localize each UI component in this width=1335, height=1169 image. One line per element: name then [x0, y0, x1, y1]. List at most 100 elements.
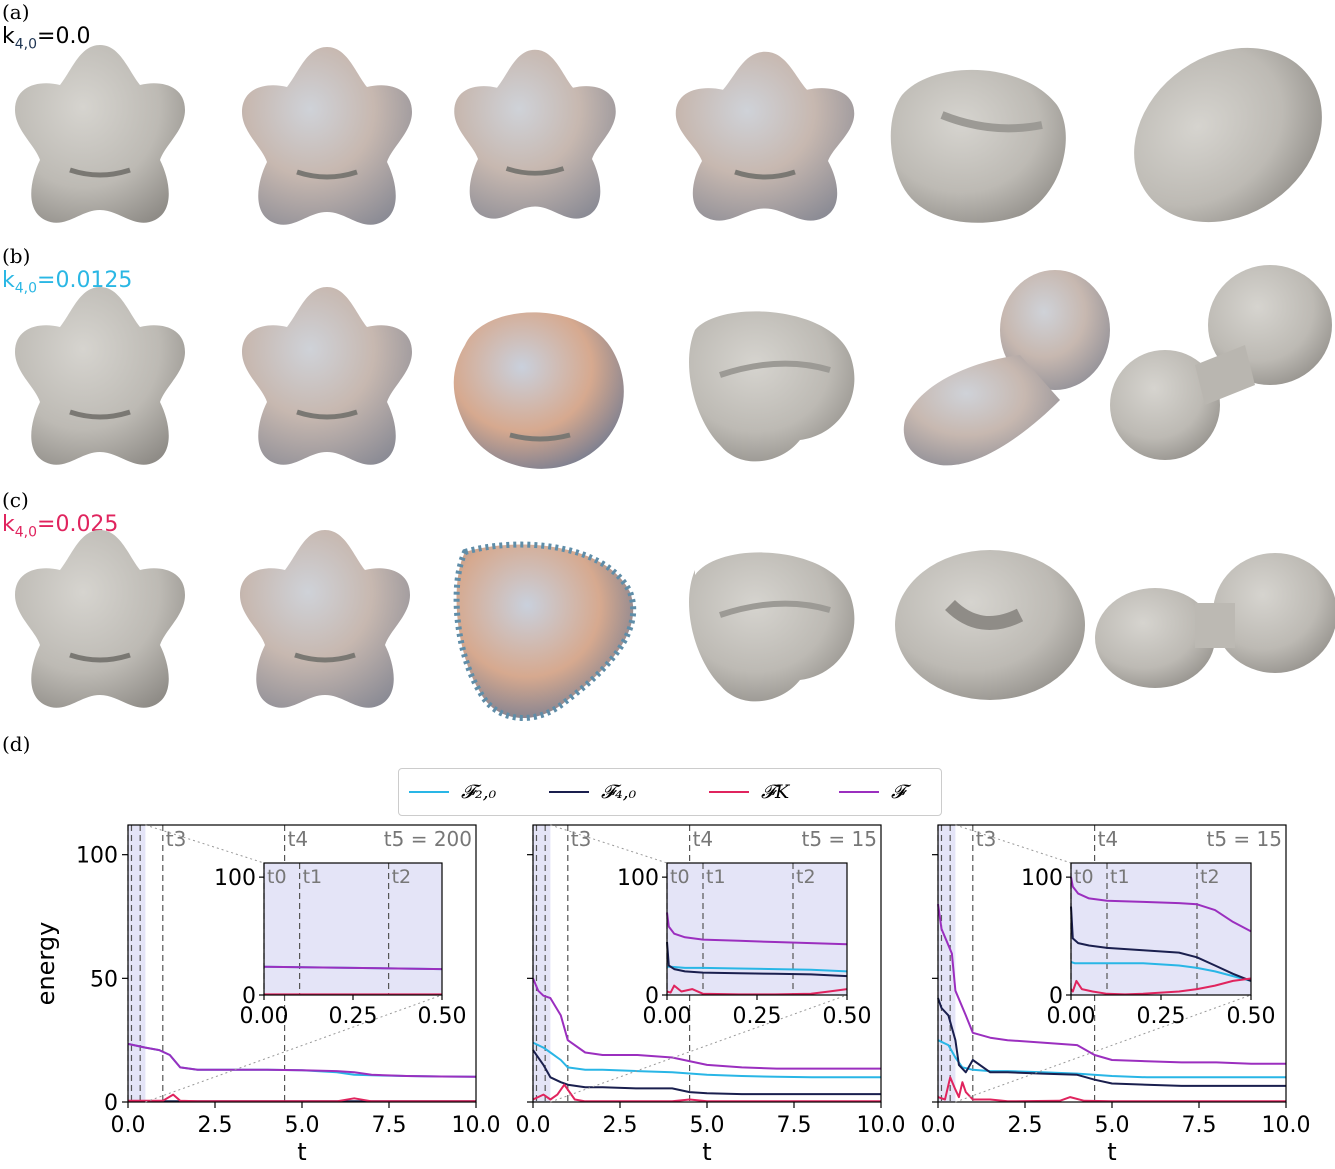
plot1-inset-marker-label-0: t0: [267, 866, 287, 888]
plot1-series-F2,0: [127, 1042, 477, 1078]
plot2-inset-marker-label-0: t0: [670, 866, 690, 888]
legend-item-f: 𝓕: [839, 769, 905, 815]
plot3-inset-ytick-label-0: 0: [1049, 984, 1063, 1009]
plot1-ytick-label-1: 50: [90, 967, 118, 992]
plot3-inset-series-F4,0: [1070, 906, 1252, 982]
plot3-inset-connector-bottom: [955, 994, 1252, 1103]
plot3-xtick-label-1: 2.5: [1008, 1113, 1043, 1138]
plot2-series-F: [532, 977, 881, 1070]
plot3-marker-label-2: t5 = 15: [1207, 827, 1283, 851]
plot1-inset-connector-top: [145, 824, 265, 864]
plot2-zoom-region: [533, 825, 551, 1102]
legend-label-f40: 𝓕₄,₀: [601, 781, 637, 803]
plot2-series-F4,0: [532, 1049, 881, 1096]
plot3-inset-xtick-label-2: 0.50: [1227, 1004, 1276, 1029]
legend-item-f20: 𝓕₂,₀: [409, 769, 496, 815]
shape-b5: [903, 270, 1110, 466]
plot1-inset-series-F: [263, 965, 443, 971]
plot1-xlabel: t: [297, 1138, 306, 1166]
plot3-marker-label-0: t3: [976, 827, 997, 851]
plot2-inset-series-F: [666, 912, 848, 946]
plot1-inset-xtick-label-0: 0.00: [240, 1004, 289, 1029]
plot2-inset-marker-label-1: t1: [706, 866, 726, 888]
energy-plot-2: t3 t4 t5 = 15 0.0 2.5 5.0 7.5 10.0 t t0 t1 t2 0.00 0.…: [516, 824, 905, 1166]
plot2-inset-series-F2,0: [667, 965, 848, 973]
plot2-xtick-label-2: 5.0: [690, 1113, 725, 1138]
plot2-inset-xtick-label-0: 0.00: [643, 1004, 692, 1029]
shape-a1: [15, 45, 185, 223]
shape-a6: [1134, 47, 1322, 223]
plot3-inset-marker-label-2: t2: [1200, 866, 1220, 888]
legend-label-fk: 𝓕K: [761, 781, 790, 803]
plot2-inset-xtick-label-1: 0.25: [733, 1004, 782, 1029]
plot2-inset-connector-bottom: [550, 994, 848, 1103]
panel-a-k-label: k4,0=0.0: [2, 24, 91, 53]
plot2-inset-marker-label-2: t2: [796, 866, 816, 888]
chart-legend: 𝓕₂,₀ 𝓕₄,₀ 𝓕K 𝓕: [398, 768, 942, 816]
plot3-inset-series-F: [1070, 876, 1252, 933]
plot1-ylabel: energy: [32, 922, 60, 1006]
shape-a4: [675, 51, 855, 221]
plot1-inset-xtick-label-2: 0.50: [418, 1004, 467, 1029]
legend-swatch-f: [839, 791, 879, 793]
plot2-xlabel: t: [702, 1138, 711, 1166]
plot1-xtick-label-2: 5.0: [285, 1113, 320, 1138]
plot3-inset-series-F2,0: [1070, 961, 1252, 982]
shape-c5: [895, 550, 1085, 700]
plot2-marker-label-2: t5 = 15: [802, 827, 878, 851]
plot1-marker-label-2: t5 = 200: [384, 827, 472, 851]
plot3-xtick-label-4: 10.0: [1262, 1113, 1311, 1138]
plot1-zoom-region: [128, 825, 146, 1102]
legend-swatch-f40: [549, 791, 589, 793]
shape-c4: [689, 552, 855, 702]
shape-c1: [15, 530, 185, 708]
legend-swatch-f20: [409, 791, 449, 793]
plot2-inset-series-F4,0: [666, 941, 848, 978]
plot2-inset-ytick-label-0: 0: [645, 984, 659, 1009]
plot3-inset-bg: [1071, 863, 1251, 995]
plot3-inset-xtick-label-1: 0.25: [1137, 1004, 1186, 1029]
plot2-inset-xtick-label-2: 0.50: [823, 1004, 872, 1029]
shape-b1: [15, 287, 185, 465]
plot1-inset-xtick-label-1: 0.25: [329, 1004, 378, 1029]
plot2-series-F2,0: [532, 1041, 881, 1079]
plot1-series-FK: [128, 1093, 476, 1103]
panel-b-label: (b): [2, 244, 31, 268]
plot3-inset-xtick-label-0: 0.00: [1047, 1004, 1096, 1029]
plot1-inset-connector-bottom: [145, 994, 443, 1103]
panel-a-label: (a): [2, 0, 30, 24]
plot3-xlabel: t: [1107, 1138, 1116, 1166]
plot1-xtick-label-1: 2.5: [198, 1113, 233, 1138]
energy-plot-3: t3 t4 t5 = 15 0.0 2.5 5.0 7.5 10.0 t t0 t1 t2 0.00 0.…: [921, 824, 1311, 1166]
panel-c-k-label: k4,0=0.025: [2, 512, 119, 541]
shape-a5: [890, 69, 1066, 223]
plot3-inset-marker-label-1: t1: [1110, 866, 1130, 888]
plot3-series-F4,0: [937, 997, 1286, 1087]
shape-c3: [453, 541, 637, 721]
shape-a2: [242, 47, 412, 225]
plot3-inset-marker-label-0: t0: [1074, 866, 1094, 888]
legend-item-f40: 𝓕₄,₀: [549, 769, 636, 815]
shape-renderings: [15, 45, 1335, 721]
shape-b2: [242, 287, 412, 465]
plot2-marker-label-1: t4: [693, 827, 714, 851]
shape-c2: [240, 530, 410, 708]
plot2-xtick-label-0: 0.0: [516, 1113, 551, 1138]
plot3-marker-label-1: t4: [1098, 827, 1119, 851]
plot2-inset-series-FK: [666, 984, 848, 996]
legend-label-f: 𝓕: [891, 781, 906, 803]
plot3-zoom-region: [938, 825, 956, 1102]
plot3-xtick-label-0: 0.0: [921, 1113, 956, 1138]
plot2-inset-connector-top: [550, 824, 668, 864]
panel-b-k-label: k4,0=0.0125: [2, 268, 133, 297]
plot1-inset-bg: [264, 863, 442, 995]
plot3-series-F: [937, 903, 1286, 1065]
plot1-ytick-label-0: 0: [104, 1091, 118, 1116]
legend-label-f20: 𝓕₂,₀: [461, 781, 497, 803]
shape-b3: [453, 312, 624, 469]
plot1-marker-label-0: t3: [166, 827, 187, 851]
plot3-series-FK: [937, 1076, 1286, 1103]
plot3-xtick-label-3: 7.5: [1182, 1113, 1217, 1138]
